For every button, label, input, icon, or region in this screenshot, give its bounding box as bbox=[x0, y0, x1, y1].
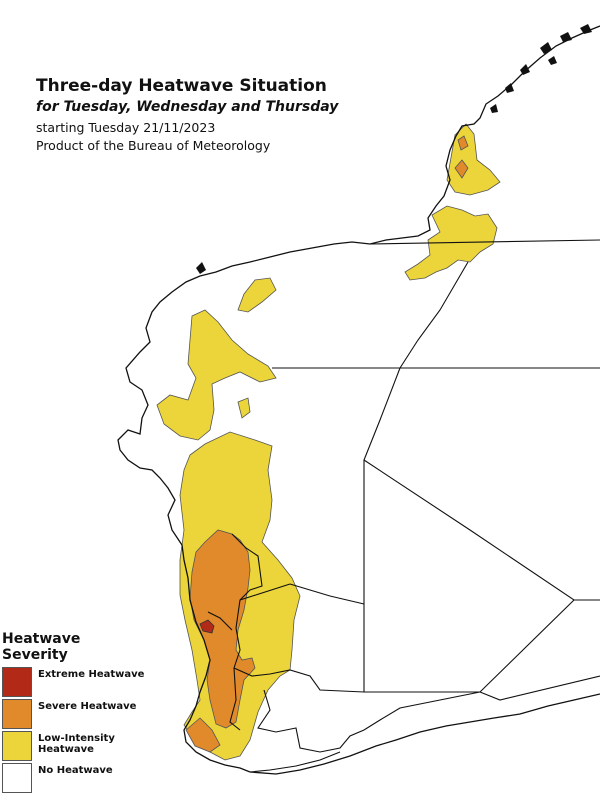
low-intensity-small-blob bbox=[237, 397, 251, 419]
boundary-goldfields bbox=[239, 583, 291, 601]
boundary-wa-nt bbox=[369, 239, 600, 245]
island-1 bbox=[540, 42, 552, 54]
island-5 bbox=[505, 83, 514, 93]
legend-swatch-severe bbox=[2, 699, 32, 729]
boundary-wheatbelt-2 bbox=[233, 667, 365, 693]
boundary-kimberley-pilbara bbox=[399, 261, 469, 369]
legend-item-low-intensity: Low-Intensity Heatwave bbox=[0, 731, 150, 763]
boundary-south-2 bbox=[249, 751, 341, 773]
legend-swatch-low-intensity bbox=[2, 731, 32, 761]
boundary-southeast bbox=[364, 599, 575, 693]
boundary-interior-east bbox=[363, 459, 600, 601]
extreme-spot bbox=[199, 619, 215, 634]
boundary-south-1 bbox=[257, 689, 481, 753]
legend-list: Extreme Heatwave Severe Heatwave Low-Int… bbox=[0, 667, 150, 795]
island-4 bbox=[520, 64, 530, 75]
legend-item-extreme: Extreme Heatwave bbox=[0, 667, 150, 699]
map-header: Three-day Heatwave Situation for Tuesday… bbox=[36, 76, 338, 156]
northern-islands bbox=[196, 24, 592, 274]
severe-kimberley-top bbox=[457, 135, 469, 151]
legend: Heatwave Severity Extreme Heatwave Sever… bbox=[0, 631, 150, 795]
legend-title-line1: Heatwave bbox=[2, 631, 81, 647]
island-7 bbox=[548, 56, 557, 65]
legend-item-severe: Severe Heatwave bbox=[0, 699, 150, 731]
boundary-perth-area bbox=[207, 611, 233, 631]
boundary-southwest-1 bbox=[229, 667, 241, 731]
legend-swatch-extreme bbox=[2, 667, 32, 697]
island-8 bbox=[196, 262, 206, 274]
boundary-interior-diagonal bbox=[363, 367, 401, 692]
low-intensity-pilbara-west bbox=[156, 309, 277, 441]
wa-coastline bbox=[117, 25, 600, 773]
map-title: Three-day Heatwave Situation bbox=[36, 76, 327, 96]
island-2 bbox=[560, 32, 572, 42]
legend-label-severe: Severe Heatwave bbox=[38, 701, 137, 712]
credit-line: Product of the Bureau of Meteorology bbox=[36, 138, 271, 153]
extreme-areas bbox=[199, 619, 215, 634]
legend-label-no-heatwave: No Heatwave bbox=[38, 765, 113, 776]
island-6 bbox=[490, 104, 498, 113]
legend-label-extreme: Extreme Heatwave bbox=[38, 669, 145, 680]
severe-areas bbox=[185, 135, 469, 753]
legend-swatch-no-heatwave bbox=[2, 763, 32, 793]
low-intensity-pilbara-small bbox=[237, 277, 277, 313]
boundary-wheatbelt-1 bbox=[231, 533, 263, 669]
severe-kimberley-spot bbox=[454, 159, 469, 179]
island-3 bbox=[580, 24, 592, 34]
severe-south-west bbox=[185, 717, 221, 753]
map-subtitle: for Tuesday, Wednesday and Thursday bbox=[36, 99, 339, 115]
legend-title: Heatwave Severity bbox=[2, 631, 150, 663]
region-boundaries bbox=[207, 239, 600, 773]
legend-item-no-heatwave: No Heatwave bbox=[0, 763, 150, 795]
legend-title-line2: Severity bbox=[2, 647, 68, 663]
boundary-south-coast-region bbox=[479, 675, 600, 701]
legend-label-low-intensity: Low-Intensity Heatwave bbox=[38, 733, 115, 755]
low-intensity-kimberley-north bbox=[446, 123, 501, 196]
start-date-line: starting Tuesday 21/11/2023 bbox=[36, 120, 216, 135]
boundary-central-west bbox=[289, 583, 365, 605]
south-coastline bbox=[249, 693, 600, 775]
